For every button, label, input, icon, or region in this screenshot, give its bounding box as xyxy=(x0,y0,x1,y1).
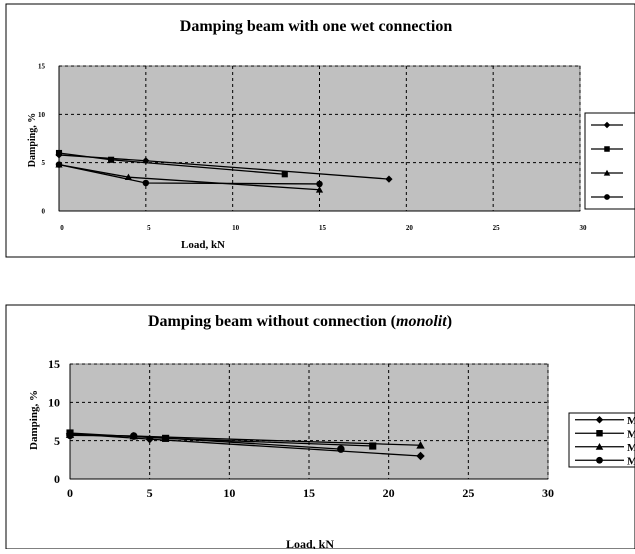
x-tick-label: 5 xyxy=(147,224,151,232)
legend-marker-circle xyxy=(604,194,610,200)
x-tick-label: 0 xyxy=(67,486,73,500)
legend-label: M xyxy=(627,442,635,454)
data-point-circle xyxy=(66,431,74,440)
y-tick-label: 5 xyxy=(42,159,46,167)
chart-title: Damping beam with one wet connection xyxy=(180,18,453,35)
chart-1: Damping beam with one wet connection 0 5 1… xyxy=(5,3,635,258)
y-tick-label: 15 xyxy=(38,62,46,70)
legend-marker-diamond xyxy=(603,121,611,129)
legend-label: M xyxy=(627,455,635,467)
data-point-circle xyxy=(55,161,63,168)
x-tick-label: 10 xyxy=(223,486,235,500)
x-tick-label: 10 xyxy=(232,224,240,232)
y-tick-label: 15 xyxy=(48,357,60,371)
y-tick-label: 0 xyxy=(42,207,46,215)
x-tick-label: 30 xyxy=(542,486,554,500)
chart-panel-2: Damping beam without connection (monolit… xyxy=(0,300,635,551)
chart-title-part: Damping beam without connection ( xyxy=(148,313,396,330)
data-point-square xyxy=(108,156,115,163)
data-point-triangle xyxy=(416,441,425,449)
x-tick-label: 25 xyxy=(462,486,474,500)
x-axis-label: Load, kN xyxy=(181,239,225,251)
plot-area: 0 5 10 15 0 5 10 15 20 25 30 xyxy=(48,357,554,500)
data-point-square xyxy=(55,149,63,157)
x-tick-label: 30 xyxy=(580,224,588,232)
x-tick-label: 20 xyxy=(383,486,395,500)
y-axis-label: Damping, % xyxy=(27,113,38,167)
y-tick-label: 10 xyxy=(38,111,46,119)
plot-area: 0 5 10 15 0 5 10 15 20 25 30 xyxy=(38,62,587,232)
y-tick-label: 5 xyxy=(54,434,60,448)
data-point-circle xyxy=(142,179,150,187)
y-axis-label: Damping, % xyxy=(28,390,40,450)
x-tick-label: 5 xyxy=(147,486,153,500)
data-point-circle xyxy=(316,180,323,188)
legend xyxy=(584,112,635,210)
data-point-square xyxy=(281,171,288,178)
legend-box xyxy=(584,112,635,210)
legend-marker-square xyxy=(604,146,610,152)
chart-title-italic: monolit xyxy=(396,313,447,330)
legend-marker-triangle xyxy=(603,169,611,176)
legend-marker-square xyxy=(596,430,603,437)
x-axis-label: Load, kN xyxy=(286,537,334,549)
x-tick-label: 15 xyxy=(303,486,315,500)
data-point-square xyxy=(369,442,377,450)
x-tick-label: 15 xyxy=(319,224,327,232)
legend-marker-circle xyxy=(596,456,603,464)
y-tick-label: 10 xyxy=(48,396,60,410)
data-point-diamond xyxy=(416,451,425,461)
x-tick-label: 0 xyxy=(60,224,64,232)
chart-2: Damping beam without connection (monolit… xyxy=(5,304,635,551)
y-tick-label: 0 xyxy=(54,472,60,486)
chart-panel-1: Damping beam with one wet connection 0 5 1… xyxy=(0,0,635,262)
legend-marker-triangle xyxy=(595,442,604,450)
legend-label: M xyxy=(627,415,635,427)
x-tick-label: 20 xyxy=(406,224,414,232)
chart-title-end: ) xyxy=(447,313,452,330)
data-point-circle xyxy=(129,432,138,440)
x-tick-label: 25 xyxy=(493,224,501,232)
legend-label: M xyxy=(627,428,635,440)
data-point-triangle xyxy=(315,186,324,193)
data-point-circle xyxy=(337,445,345,453)
data-point-diamond xyxy=(385,175,393,183)
chart-title: Damping beam without connection (monolit… xyxy=(148,313,452,330)
